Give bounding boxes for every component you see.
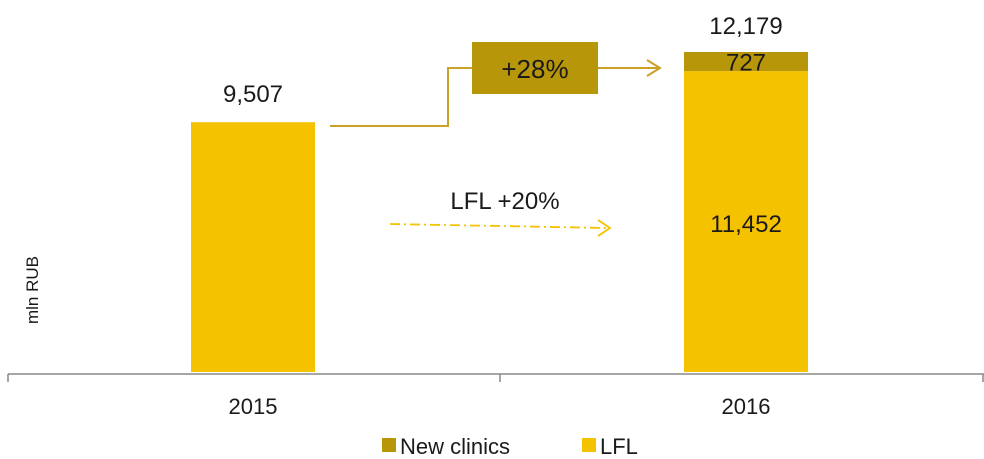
total-label-2016: 12,179 [709, 13, 782, 40]
growth-connector-line [330, 67, 472, 127]
growth-arrow-head [646, 59, 662, 77]
total-label-2015: 9,507 [223, 81, 283, 108]
lfl-growth-label: LFL +20% [450, 188, 559, 215]
legend-swatch-lfl [582, 438, 596, 452]
y-axis-label: mln RUB [23, 256, 42, 324]
growth-label: +28% [501, 54, 568, 84]
legend-label-new-clinics: New clinics [400, 434, 510, 459]
lfl-arrow-head [597, 219, 612, 237]
legend-label-lfl: LFL [600, 434, 638, 459]
segment-label-lfl: 11,452 [710, 211, 782, 238]
legend-swatch-new-clinics [382, 438, 396, 452]
bar-lfl-2016 [684, 71, 808, 372]
x-tick-label: 2016 [722, 394, 771, 419]
bar-lfl-2015 [191, 122, 315, 373]
x-tick-label: 2015 [229, 394, 278, 419]
growth-box [472, 42, 598, 94]
segment-label-new-clinics: 727 [726, 50, 766, 77]
lfl-arrow-line [389, 223, 609, 229]
bar-new-clinics-2016 [684, 52, 808, 72]
